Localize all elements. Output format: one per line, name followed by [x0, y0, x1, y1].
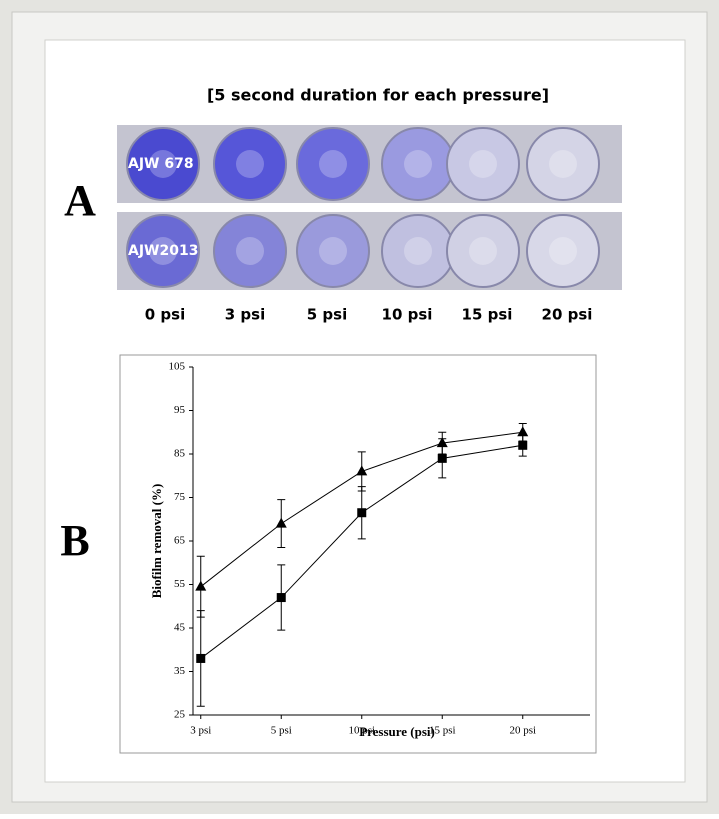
y-tick-label: 95 — [174, 404, 186, 416]
x-tick-label: 15 psi — [429, 725, 456, 737]
marker — [357, 508, 366, 517]
marker — [196, 654, 205, 663]
pressure-label: 3 psi — [225, 306, 265, 324]
well-center — [469, 237, 497, 265]
x-tick-label: 3 psi — [190, 725, 211, 737]
well-center — [549, 237, 577, 265]
y-tick-label: 65 — [174, 535, 186, 547]
figure: [5 second duration for each pressure] A … — [0, 0, 719, 814]
well-center — [404, 150, 432, 178]
marker — [438, 454, 447, 463]
page: {"header": {"title": "[5 second duration… — [0, 0, 719, 814]
well-center — [469, 150, 497, 178]
well-center — [236, 237, 264, 265]
x-tick-label: 10 psi — [348, 725, 375, 737]
y-tick-label: 55 — [174, 578, 186, 590]
y-tick-label: 25 — [174, 709, 186, 721]
well-center — [236, 150, 264, 178]
y-tick-label: 105 — [169, 361, 186, 373]
y-tick-label: 85 — [174, 448, 186, 460]
chart-frame — [120, 355, 596, 753]
pressure-label: 5 psi — [307, 306, 347, 324]
marker — [518, 441, 527, 450]
well-center — [319, 150, 347, 178]
pressure-label: 0 psi — [145, 306, 185, 324]
marker — [277, 593, 286, 602]
well-center — [549, 150, 577, 178]
panel-label: A — [64, 176, 96, 225]
y-tick-label: 75 — [174, 491, 186, 503]
y-tick-label: 45 — [174, 622, 186, 634]
pressure-label: 15 psi — [462, 306, 513, 324]
well-center — [319, 237, 347, 265]
pressure-label: 10 psi — [382, 306, 433, 324]
well-center — [404, 237, 432, 265]
pressure-label: 20 psi — [542, 306, 593, 324]
y-tick-label: 35 — [174, 665, 186, 677]
x-tick-label: 20 psi — [509, 725, 536, 737]
strain-label: AJW 678 — [128, 156, 194, 172]
strain-label: AJW2013 — [128, 243, 198, 259]
x-tick-label: 5 psi — [271, 725, 292, 737]
panel-label: B — [60, 516, 89, 565]
figure-title: [5 second duration for each pressure] — [207, 86, 549, 105]
y-axis-label: Biofilm removal (%) — [149, 484, 164, 599]
